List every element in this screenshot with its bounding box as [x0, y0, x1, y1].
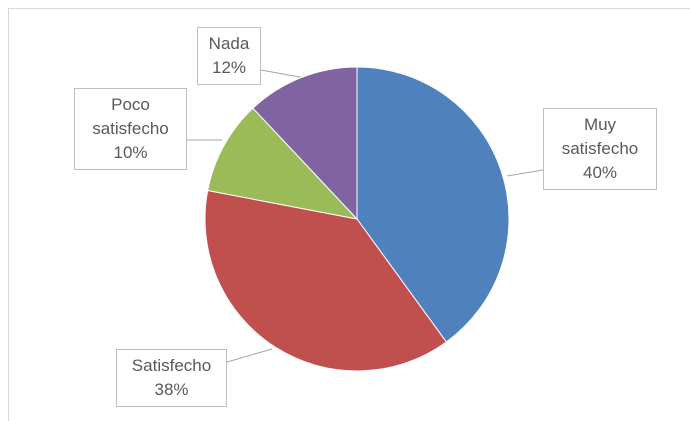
pie-slice [207, 107, 359, 220]
leader-lines [187, 69, 544, 363]
data-label: Nada 12% [197, 27, 261, 85]
leader-line [506, 169, 544, 177]
value-label: 12% [211, 58, 247, 77]
pie-slice [356, 66, 510, 343]
category-label: Poco satisfecho [92, 95, 169, 138]
pie-slice [252, 66, 358, 221]
category-label: Muy satisfecho [561, 115, 639, 158]
value-label: 38% [154, 380, 189, 399]
category-label: Nada [208, 34, 250, 53]
data-label: Satisfecho 38% [116, 349, 227, 407]
data-label: Muy satisfecho 40% [543, 108, 657, 190]
pie-slice [204, 189, 448, 372]
leader-line [226, 348, 273, 363]
pie [204, 66, 510, 372]
leader-line [260, 69, 306, 79]
value-label: 10% [113, 143, 148, 162]
data-label: Poco satisfecho 10% [74, 88, 187, 170]
category-label: Satisfecho [131, 356, 212, 375]
chart-border [8, 8, 690, 421]
value-label: 40% [582, 163, 618, 182]
